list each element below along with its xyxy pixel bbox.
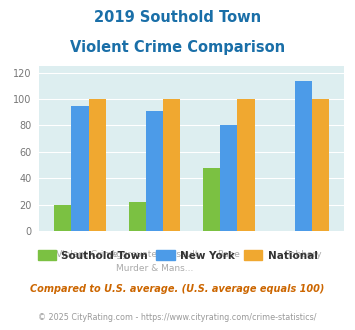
Legend: Southold Town, New York, National: Southold Town, New York, National xyxy=(33,246,322,265)
Text: All Violent Crime: All Violent Crime xyxy=(42,250,118,259)
Text: Aggravated Assault: Aggravated Assault xyxy=(110,250,199,259)
Bar xyxy=(220,125,237,231)
Text: Murder & Mans...: Murder & Mans... xyxy=(116,264,193,273)
Bar xyxy=(312,99,329,231)
Text: 2019 Southold Town: 2019 Southold Town xyxy=(94,10,261,25)
Bar xyxy=(295,81,312,231)
Text: Robbery: Robbery xyxy=(285,250,322,259)
Bar xyxy=(71,106,88,231)
Bar xyxy=(163,99,180,231)
Text: © 2025 CityRating.com - https://www.cityrating.com/crime-statistics/: © 2025 CityRating.com - https://www.city… xyxy=(38,314,317,322)
Bar xyxy=(237,99,255,231)
Bar xyxy=(88,99,106,231)
Text: Compared to U.S. average. (U.S. average equals 100): Compared to U.S. average. (U.S. average … xyxy=(30,284,325,294)
Text: Rape: Rape xyxy=(218,250,240,259)
Bar xyxy=(203,168,220,231)
Bar xyxy=(54,205,71,231)
Bar xyxy=(146,111,163,231)
Text: Violent Crime Comparison: Violent Crime Comparison xyxy=(70,40,285,54)
Bar xyxy=(129,202,146,231)
